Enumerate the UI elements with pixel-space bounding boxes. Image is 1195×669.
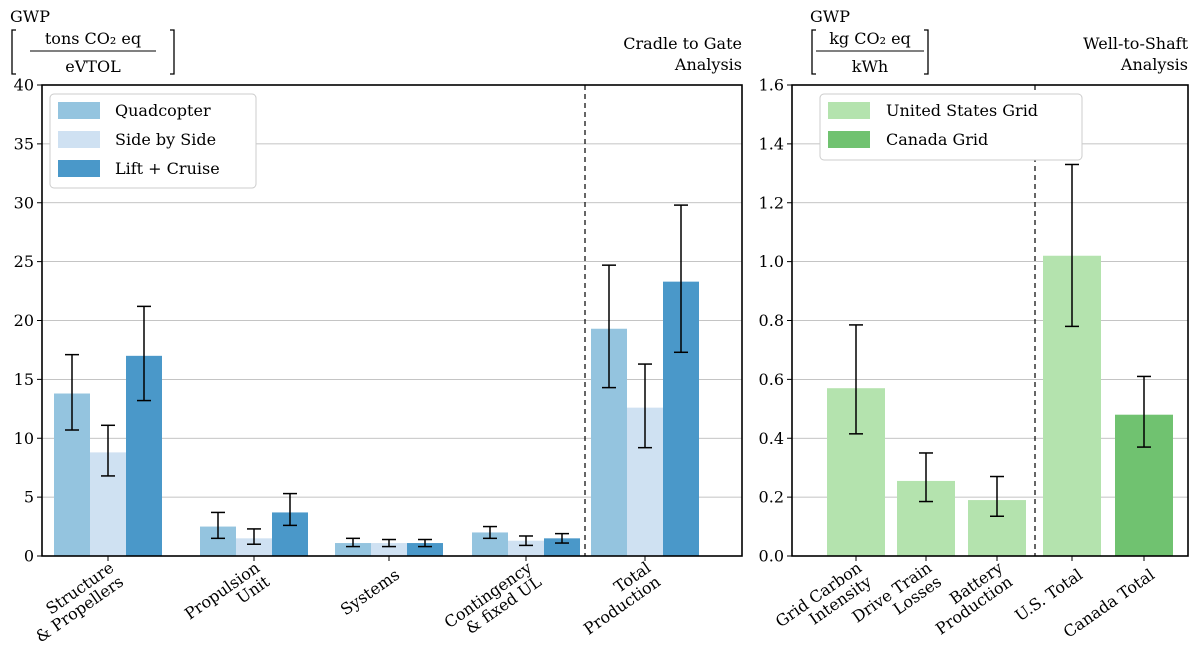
y-tick-label: 0.4 bbox=[759, 429, 784, 448]
y-tick-label: 30 bbox=[14, 193, 34, 212]
right-ylabel-left-bracket bbox=[811, 29, 816, 75]
bar-side-by-side bbox=[371, 543, 407, 556]
y-tick-label: 1.6 bbox=[759, 76, 784, 95]
legend: United States Grid Canada Grid bbox=[819, 93, 1083, 161]
left-ylabel-right-bracket bbox=[170, 29, 175, 75]
y-tick-label: 40 bbox=[14, 76, 34, 95]
legend-swatch bbox=[58, 131, 100, 148]
y-tick-label: 35 bbox=[14, 134, 34, 153]
legend-label: United States Grid bbox=[886, 101, 1038, 120]
y-tick-label: 0 bbox=[24, 547, 34, 566]
right-ylabel-right-bracket bbox=[924, 29, 929, 75]
legend-box bbox=[49, 93, 257, 189]
right-ylabel-numerator: kg CO₂ eq bbox=[829, 29, 911, 48]
y-tick-label: 0.8 bbox=[759, 311, 784, 330]
bar-lift-cruise bbox=[544, 538, 580, 556]
y-tick-label: 10 bbox=[14, 429, 34, 448]
y-tick-label: 1.2 bbox=[759, 193, 784, 212]
y-tick-label: 25 bbox=[14, 252, 34, 271]
left-ylabel-denominator: eVTOL bbox=[65, 57, 121, 76]
legend-swatch bbox=[828, 131, 870, 148]
left-ylabel-numerator: tons CO₂ eq bbox=[45, 29, 141, 48]
y-tick-label: 1.0 bbox=[759, 252, 784, 271]
legend-box bbox=[819, 93, 1083, 161]
legend-swatch bbox=[828, 102, 870, 119]
right-annotation-line2: Analysis bbox=[1120, 55, 1188, 74]
bar-lift-cruise bbox=[407, 543, 443, 556]
bar-side-by-side bbox=[236, 538, 272, 556]
right-annotation-line1: Well-to-Shaft bbox=[1083, 34, 1188, 53]
y-tick-label: 0.6 bbox=[759, 370, 784, 389]
right-chart: GWP kg CO₂ eq kWh Well-to-Shaft Analysis… bbox=[759, 7, 1189, 642]
legend-label: Side by Side bbox=[115, 130, 216, 149]
y-tick-label: 5 bbox=[24, 488, 34, 507]
bar-quadcopter bbox=[335, 543, 371, 556]
bar-side-by-side bbox=[508, 540, 544, 556]
legend-label: Lift + Cruise bbox=[115, 159, 220, 178]
legend-label: Canada Grid bbox=[886, 130, 988, 149]
legend-label: Quadcopter bbox=[115, 101, 211, 120]
legend: Quadcopter Side by Side Lift + Cruise bbox=[49, 93, 257, 189]
left-chart: GWP tons CO₂ eq eVTOL Cradle to Gate Ana… bbox=[10, 7, 743, 646]
left-ylabel-left-bracket bbox=[11, 29, 16, 75]
right-ylabel-top: GWP bbox=[810, 7, 850, 26]
y-tick-label: 15 bbox=[14, 370, 34, 389]
plot-frame bbox=[791, 84, 1189, 557]
y-tick-label: 0.2 bbox=[759, 488, 784, 507]
left-annotation-line2: Analysis bbox=[674, 55, 742, 74]
right-ylabel-denominator: kWh bbox=[852, 57, 888, 76]
y-tick-label: 20 bbox=[14, 311, 34, 330]
y-tick-label: 0.0 bbox=[759, 547, 784, 566]
legend-swatch bbox=[58, 102, 100, 119]
left-ylabel-top: GWP bbox=[10, 7, 50, 26]
bar-quadcopter bbox=[472, 532, 508, 556]
left-annotation-line1: Cradle to Gate bbox=[623, 34, 742, 53]
legend-swatch bbox=[58, 160, 100, 177]
x-tick-label: Systems bbox=[337, 565, 403, 619]
y-tick-label: 1.4 bbox=[759, 134, 784, 153]
plot-frame bbox=[41, 84, 743, 557]
